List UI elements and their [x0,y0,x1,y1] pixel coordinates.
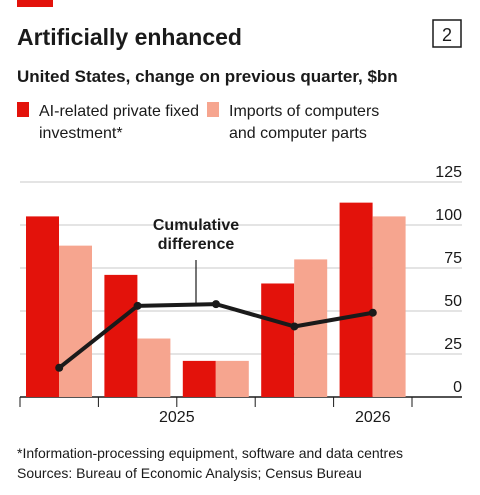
bar [261,283,295,397]
bar [26,216,59,397]
legend-swatch [207,102,219,117]
line-point [55,363,64,372]
annotation: Cumulative difference [153,217,239,253]
legend-label: AI-related private fixed investment* [39,103,199,142]
source: Sources: Bureau of Economic Analysis; Ce… [17,465,362,481]
chart-number: 2 [442,25,452,45]
line-point [290,322,299,331]
chart-number-box [432,19,462,48]
bar [215,360,249,397]
bar [104,274,138,397]
line-point [212,300,220,309]
legend-swatch [17,102,29,117]
bar [59,245,92,397]
line-point [133,301,142,310]
bar [182,360,216,397]
line-point [368,308,377,317]
brand-tag [17,0,53,7]
y-tick-label: 25 [444,336,462,353]
chart-subtitle: United States, change on previous quarte… [17,67,398,86]
footnote: *Information-processing equipment, softw… [17,445,403,461]
plot: AI-related private fixed investment* Impor… [17,102,462,426]
bar [294,259,328,397]
y-tick-label: 0 [453,379,462,396]
bar [137,338,171,397]
y-tick-label: 50 [444,293,462,310]
y-tick-label: 75 [444,250,462,267]
legend-label: Imports of computers and computer parts [229,103,379,142]
x-year-label: 2026 [355,409,391,426]
bar [339,202,373,397]
y-tick-label: 125 [435,164,462,181]
chart-title: Artificially enhanced [17,24,242,50]
x-year-label: 2025 [159,409,195,426]
bar [372,216,406,397]
y-tick-label: 100 [435,207,462,224]
